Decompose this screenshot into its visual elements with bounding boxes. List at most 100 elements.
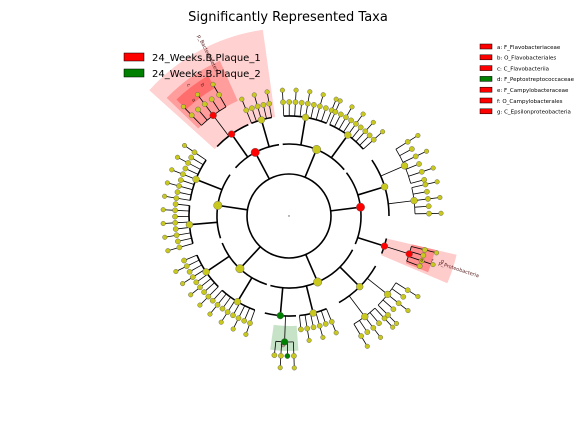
leaf-node [251,92,257,98]
leaf-node [210,81,216,87]
branch [239,246,261,270]
leaf-node [197,284,203,291]
key-label-b: b: O_Flavobacteriales [497,56,556,62]
leaf-node [201,289,207,295]
leaf-node [183,263,190,270]
phylum-node [356,202,365,212]
leaf-node [366,132,373,139]
key-label-c: c: C_Flavobacteriia [497,66,549,72]
leaf-node [385,312,391,318]
leaf-node [181,257,187,264]
leaf-node [193,279,200,286]
branch [384,245,410,255]
branch [357,185,385,196]
leaf-node [370,136,377,143]
clade-node [233,298,242,306]
clade-node [228,130,236,138]
leaf-node [194,92,200,98]
leaf-node [180,104,186,110]
leaf-node [176,183,182,189]
clade-node [356,283,364,291]
leaf-node [293,87,299,93]
shade-peptostreptococcaceae [270,324,299,351]
leaf-node [394,321,400,327]
leaf-node [390,306,397,313]
leaf-node [337,98,343,104]
leaf-node [364,329,371,335]
leaf-node [434,179,440,185]
key-label-e: e: F_Campylobacteraceae [497,88,569,94]
leaf-node [181,142,187,148]
clade-node [209,111,217,120]
clade-label-g: g [440,258,445,265]
leaf-node [219,305,226,312]
key-label-d: d: F_Peptostreptococcaceae [497,77,575,83]
leaf-node [278,352,284,359]
legend-swatch-plaque-1 [123,52,145,62]
branch [279,287,284,316]
clade-node [309,309,317,317]
branch [339,266,361,288]
leaf-node [162,193,168,199]
clade-label-e: e [419,257,424,264]
clade-node [192,175,200,183]
branch [305,254,319,283]
clade-node [405,250,413,258]
legend-swatch-plaque-2 [123,68,145,78]
leaf-node [320,334,326,340]
key-swatch-c [479,65,493,71]
leaf-node [284,353,291,359]
leaf-node [189,274,196,280]
leaf-node [172,201,179,207]
leaf-node [254,103,261,110]
leaf-node [304,100,311,107]
leaf-node [173,232,180,238]
leaf-node [307,89,313,95]
leaf-node [191,149,198,156]
leaf-node [320,92,326,98]
leaf-node [230,326,236,332]
shade-flavobacteriales [176,75,215,110]
leaf-node [343,114,349,121]
key-swatch-e [479,86,493,93]
clade-label-f: f [430,258,434,264]
leaf-node [176,244,183,251]
node-layer [160,81,444,371]
leaf-node [317,103,323,110]
branch [388,200,415,205]
clade-node [344,131,352,139]
leaf-node [247,320,253,326]
key-swatch-d [479,76,493,82]
branch [260,119,270,148]
branch [330,134,349,159]
phylum-node [213,200,223,210]
leaf-node [224,309,231,315]
leaf-node [416,161,422,167]
shade-bacteroidetes [149,29,276,150]
branch [380,165,405,177]
branch [195,178,223,191]
leaf-node [418,168,425,175]
leaf-node [177,177,184,183]
leaf-node [420,252,427,259]
key-swatch-g [479,108,493,115]
leaf-node [243,331,249,337]
leaf-node [370,119,376,125]
clade-node [380,242,389,250]
clade-node [384,290,392,299]
leaf-node [218,319,224,325]
leaf-node [425,196,431,202]
clade-label-d: d [280,344,286,347]
leaf-node [160,207,166,213]
leaf-node [298,99,305,106]
leaf-node [286,99,293,105]
leaf-node [235,315,242,322]
leaf-node [207,311,213,317]
leaf-node [434,250,440,256]
branch [367,277,388,295]
leaf-node [400,293,407,300]
leaf-node [349,104,355,110]
leaf-node [165,248,171,254]
root-node [288,215,290,217]
